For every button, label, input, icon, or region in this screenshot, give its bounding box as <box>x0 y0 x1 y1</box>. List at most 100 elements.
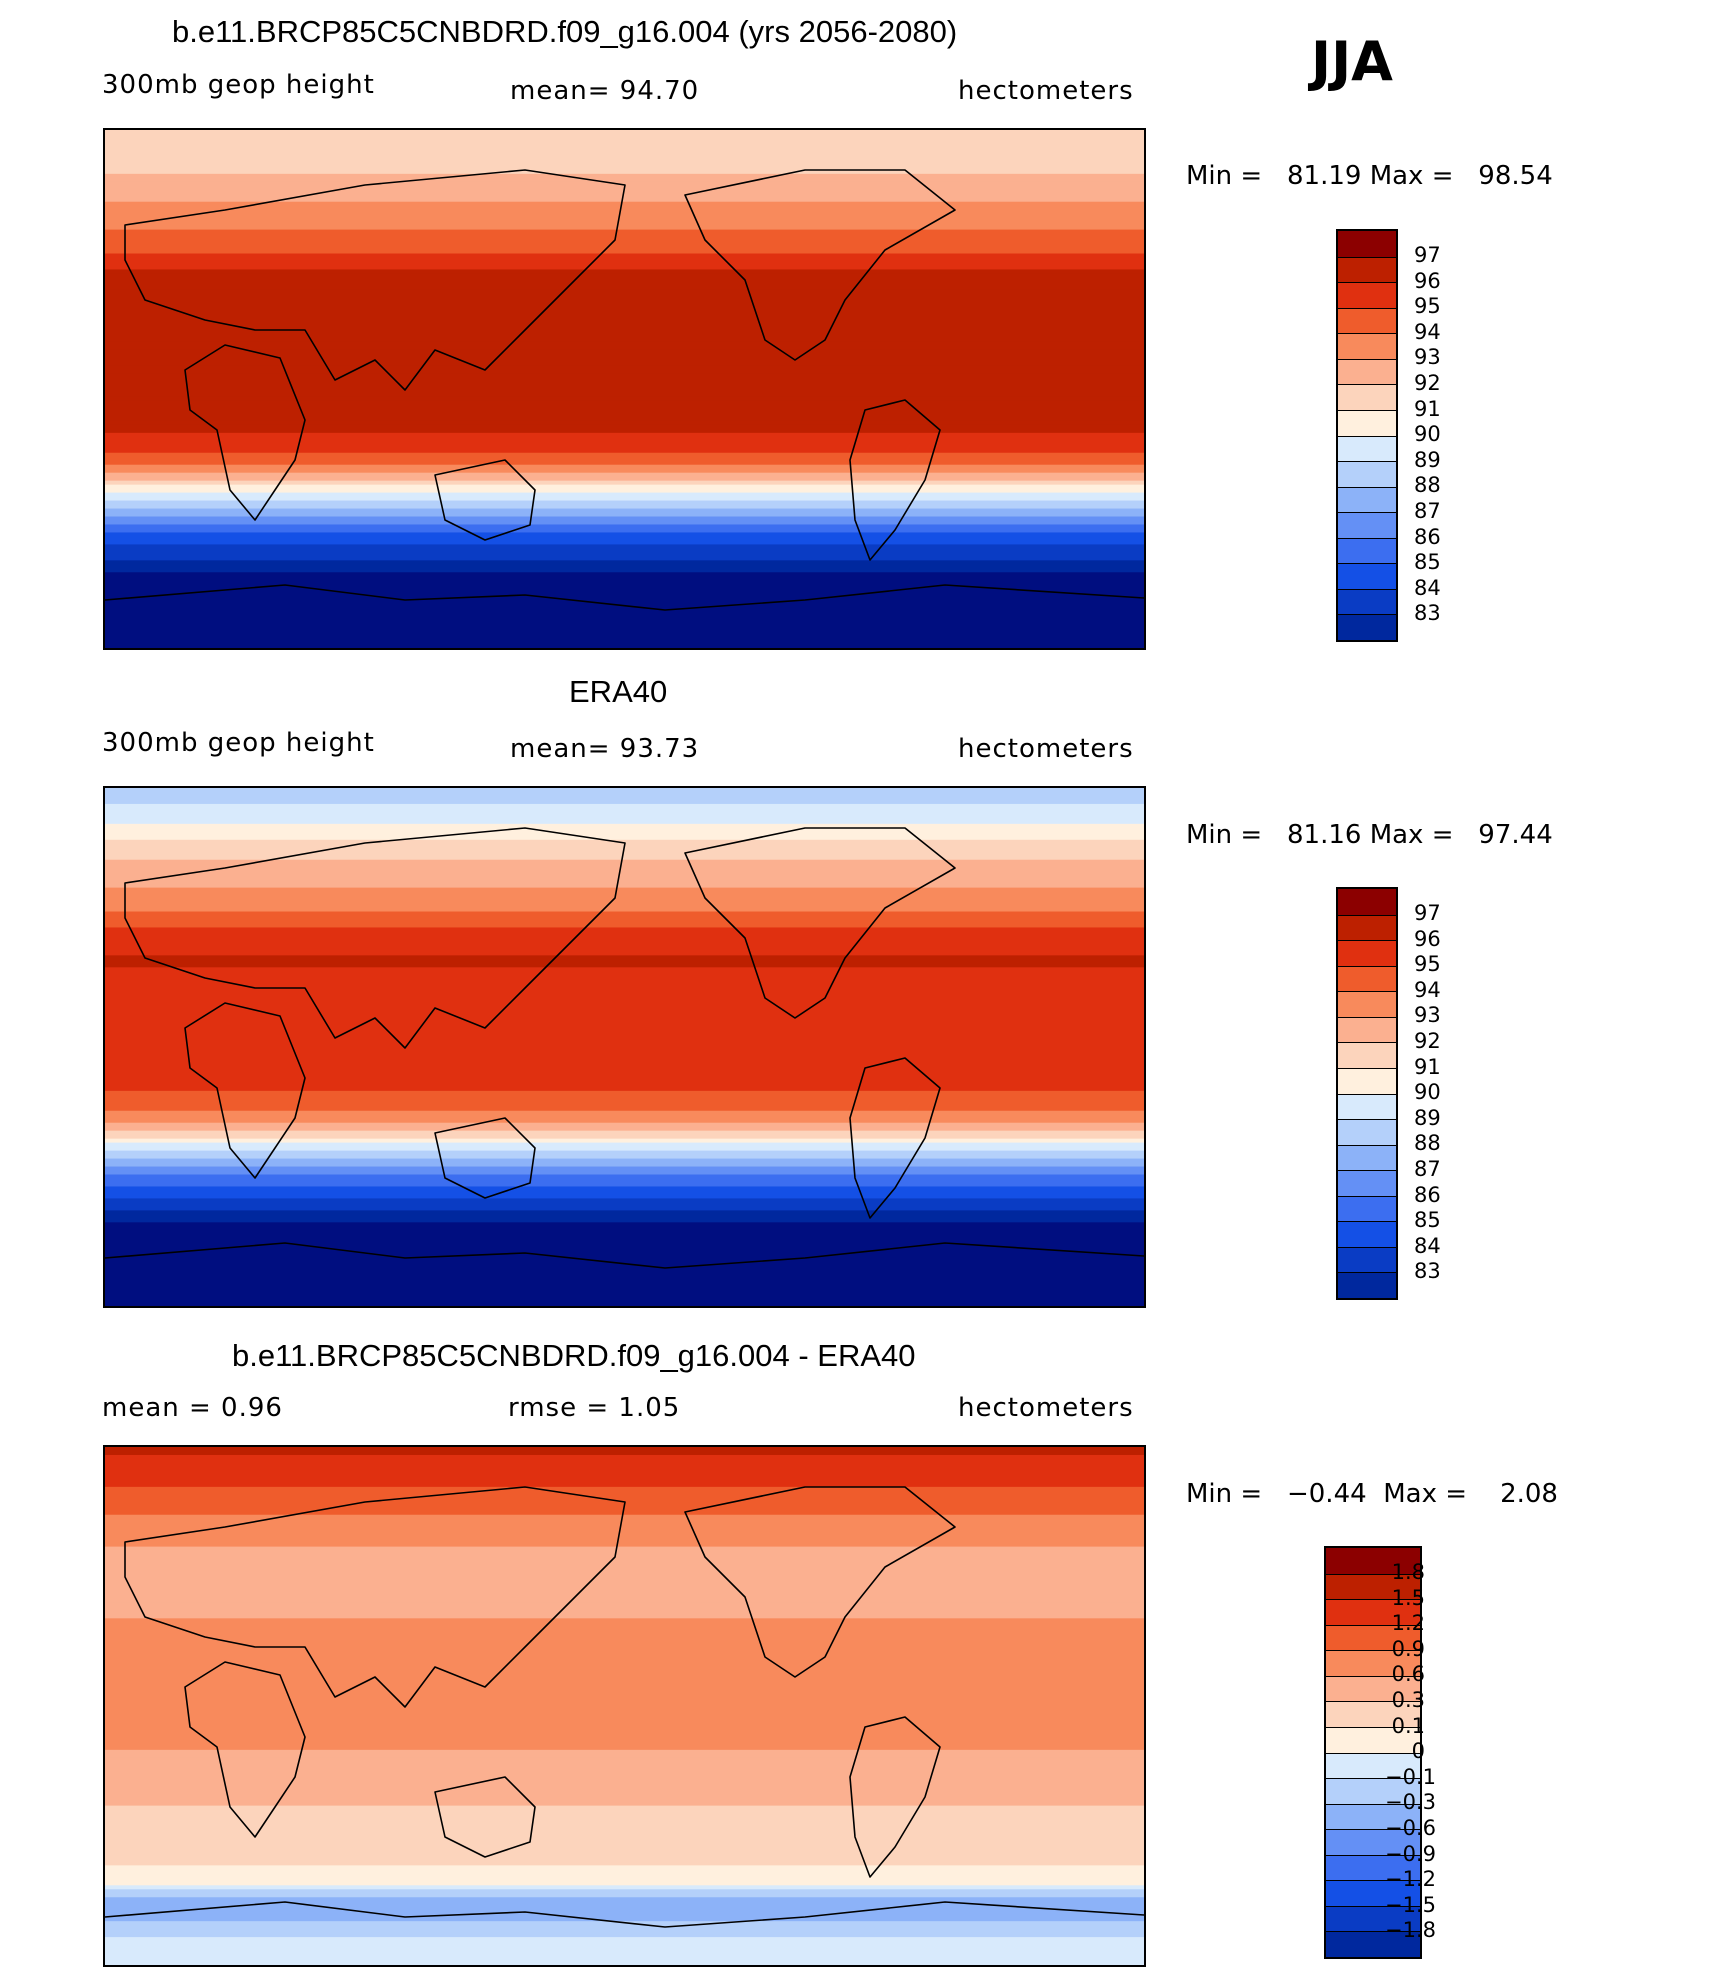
legend-swatch <box>1326 1675 1420 1703</box>
contour-band <box>105 1047 1144 1052</box>
contour-band <box>105 381 1144 386</box>
contour-band <box>105 1606 1144 1612</box>
contour-band <box>105 1642 1144 1648</box>
contour-band <box>105 1765 1144 1771</box>
contour-band <box>105 788 1144 793</box>
contour-band <box>105 1154 1144 1160</box>
contour-band <box>105 428 1144 434</box>
legend-tick-label: 84 <box>1414 575 1441 600</box>
legend-tick-label: 89 <box>1414 447 1441 472</box>
contour-band <box>105 975 1144 981</box>
contour-band <box>105 1853 1144 1859</box>
legend-tick-label: 97 <box>1414 901 1441 925</box>
contour-band <box>105 1909 1144 1914</box>
contour-band <box>105 1953 1144 1958</box>
contour-band <box>105 412 1144 418</box>
contour-band <box>105 931 1144 937</box>
contour-band <box>105 827 1144 833</box>
legend-swatch <box>1326 1829 1420 1856</box>
panel-3-legend-bar <box>1324 1546 1422 1959</box>
contour-band <box>105 1542 1144 1548</box>
contour-band <box>105 1881 1144 1887</box>
contour-band <box>105 1885 1144 1891</box>
contour-band <box>105 1745 1144 1751</box>
contour-band <box>105 1670 1144 1675</box>
legend-swatch <box>1338 1042 1396 1069</box>
contour-band <box>105 1829 1144 1835</box>
contour-band <box>105 420 1144 426</box>
contour-band <box>105 899 1144 905</box>
legend-swatch <box>1338 384 1396 411</box>
contour-band <box>105 632 1144 637</box>
legend-tick-label: 93 <box>1414 345 1441 370</box>
contour-band <box>105 1865 1144 1871</box>
contour-band <box>105 1007 1144 1012</box>
contour-band <box>105 1190 1144 1196</box>
contour-band <box>105 1662 1144 1667</box>
panel-2-mean-label: mean= 93.73 <box>510 734 700 764</box>
contour-band <box>105 161 1144 167</box>
contour-band <box>105 1110 1144 1116</box>
contour-band <box>105 349 1144 354</box>
contour-band <box>105 1266 1144 1271</box>
contour-band <box>105 1090 1144 1096</box>
legend-swatch <box>1326 1880 1420 1907</box>
contour-band <box>105 484 1144 490</box>
contour-band <box>105 1817 1144 1823</box>
contour-band <box>105 1178 1144 1184</box>
contour-band <box>105 576 1144 582</box>
contour-band <box>105 1086 1144 1092</box>
panel-2-units-label: hectometers <box>958 734 1134 764</box>
contour-band <box>105 1546 1144 1552</box>
contour-band <box>105 1198 1144 1204</box>
contour-band <box>105 552 1144 558</box>
contour-band <box>105 1698 1144 1703</box>
legend-tick-label: 95 <box>1414 294 1441 319</box>
contour-band <box>105 1650 1144 1655</box>
contour-band <box>105 528 1144 534</box>
contour-band <box>105 1039 1144 1044</box>
contour-band <box>105 1781 1144 1787</box>
contour-band <box>105 604 1144 609</box>
contour-band <box>105 265 1144 271</box>
contour-band <box>105 1686 1144 1691</box>
contour-band <box>105 887 1144 893</box>
panel-3-max-label: Max = <box>1383 1479 1468 1509</box>
contour-band <box>105 408 1144 414</box>
contour-band <box>105 1450 1144 1456</box>
contour-band <box>105 492 1144 498</box>
contour-band <box>105 373 1144 378</box>
contour-band <box>105 245 1144 251</box>
contour-band <box>105 560 1144 566</box>
contour-band <box>105 1773 1144 1779</box>
contour-band <box>105 440 1144 446</box>
contour-band <box>105 1921 1144 1926</box>
contour-band <box>105 819 1144 825</box>
contour-band <box>105 1634 1144 1640</box>
contour-band <box>105 1733 1144 1739</box>
coastline-outline <box>849 1716 941 1878</box>
contour-band <box>105 1654 1144 1659</box>
contour-band <box>105 221 1144 227</box>
legend-swatch <box>1338 537 1396 565</box>
coastline-outline <box>434 459 536 541</box>
contour-band <box>105 285 1144 291</box>
legend-tick-label: −0.6 <box>1385 1816 1436 1840</box>
legend-swatch <box>1326 1931 1420 1957</box>
panel-3-min-label: Min = <box>1186 1479 1263 1509</box>
contour-band <box>105 811 1144 817</box>
contour-band <box>105 1666 1144 1671</box>
panel-2-max-value: 97.44 <box>1478 820 1553 850</box>
panel-2-map <box>103 786 1146 1308</box>
legend-tick-label: 89 <box>1414 1105 1441 1130</box>
contour-band <box>105 153 1144 159</box>
contour-band <box>105 1035 1144 1040</box>
contour-band <box>105 1454 1144 1460</box>
contour-band <box>105 1809 1144 1815</box>
contour-band <box>105 963 1144 969</box>
legend-tick-label: 87 <box>1414 499 1441 523</box>
panel-3-map <box>103 1445 1146 1967</box>
contour-band <box>105 396 1144 402</box>
contour-band <box>105 1801 1144 1807</box>
contour-band <box>105 1550 1144 1556</box>
